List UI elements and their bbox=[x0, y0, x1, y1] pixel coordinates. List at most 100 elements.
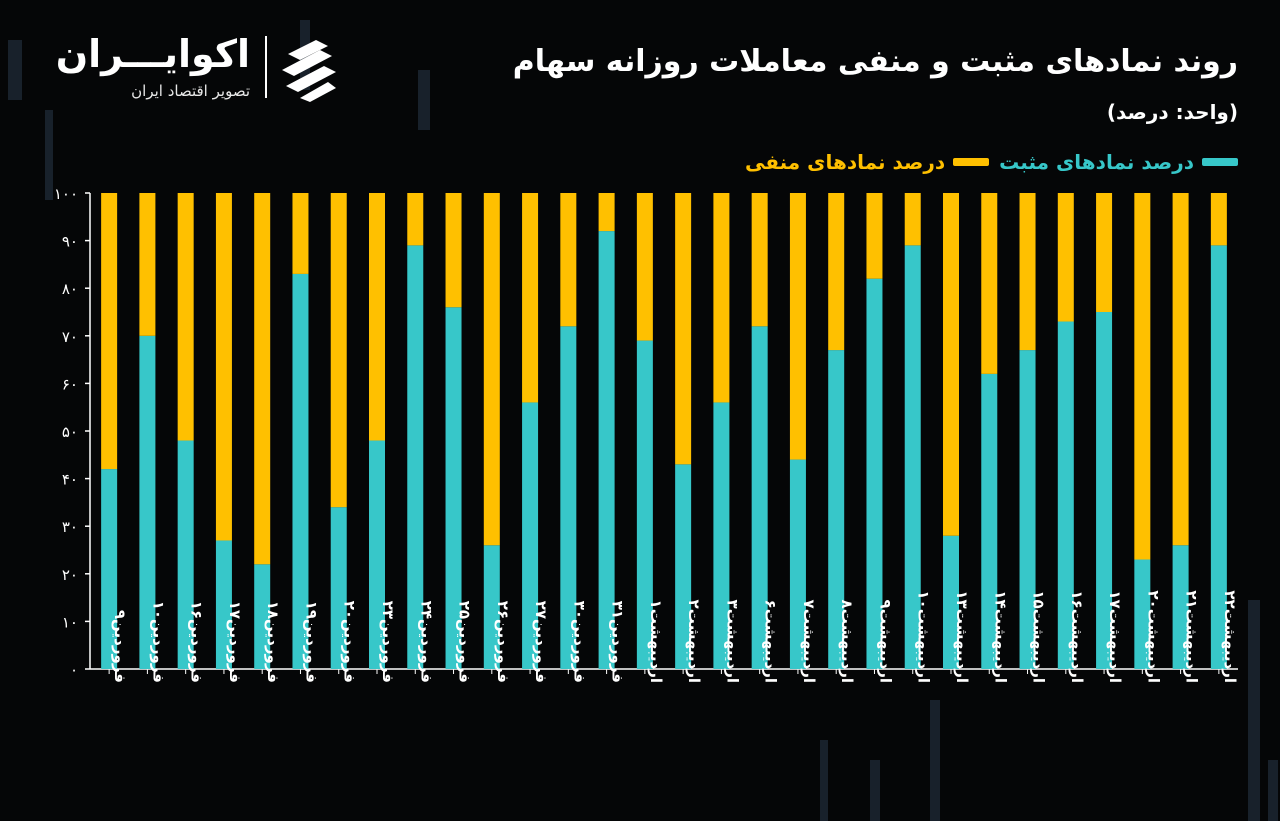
bg-candle bbox=[820, 740, 828, 821]
bar-positive bbox=[101, 469, 118, 669]
bar-positive bbox=[1210, 245, 1227, 670]
y-tick-label: ۱۰ bbox=[62, 613, 78, 631]
bar-negative bbox=[789, 193, 806, 460]
bar-positive bbox=[560, 326, 577, 669]
bar-positive bbox=[483, 545, 500, 669]
x-tick-label: فروردین۲۳ bbox=[379, 601, 397, 683]
chart-legend: درصد نمادهای مثبت درصد نمادهای منفی bbox=[745, 150, 1238, 174]
x-tick-label: اردیبهشت۳ bbox=[723, 600, 741, 683]
bar-negative bbox=[330, 193, 347, 508]
bar-negative bbox=[866, 193, 883, 279]
x-tick-label: اردیبهشت۱ bbox=[647, 600, 665, 683]
bar-positive bbox=[522, 402, 539, 669]
bar-positive bbox=[254, 564, 271, 669]
x-tick-label: فروردین۱۹ bbox=[302, 601, 320, 683]
legend-item-negative: درصد نمادهای منفی bbox=[745, 150, 990, 174]
bar-positive bbox=[330, 507, 347, 669]
bar-positive bbox=[1134, 559, 1151, 669]
bg-candle bbox=[1268, 760, 1278, 821]
bar-negative bbox=[904, 193, 921, 246]
bar-negative bbox=[751, 193, 768, 327]
y-tick-label: ۸۰ bbox=[62, 280, 78, 298]
bg-candle bbox=[45, 110, 53, 200]
bar-positive bbox=[177, 440, 194, 669]
y-tick-label: ۱۰۰ bbox=[54, 185, 78, 203]
bar-negative bbox=[560, 193, 577, 327]
y-tick-label: ۹۰ bbox=[62, 233, 78, 251]
bar-positive bbox=[1172, 545, 1189, 669]
logo-divider bbox=[265, 36, 267, 98]
legend-swatch-negative bbox=[953, 158, 990, 166]
bar-negative bbox=[254, 193, 271, 565]
bar-positive bbox=[407, 245, 424, 670]
y-tick-label: ۰ bbox=[70, 661, 78, 679]
bar-negative bbox=[1019, 193, 1036, 351]
y-tick-label: ۷۰ bbox=[62, 328, 78, 346]
x-tick-label: اردیبهشت۶ bbox=[762, 600, 780, 683]
chart-unit: (واحد: درصد) bbox=[1106, 100, 1238, 124]
x-tick-label: اردیبهشت۲۱ bbox=[1183, 590, 1201, 683]
bar-positive bbox=[751, 326, 768, 669]
bar-positive bbox=[215, 540, 232, 669]
legend-label-positive: درصد نمادهای مثبت bbox=[999, 150, 1194, 174]
x-tick-label: اردیبهشت۲۰ bbox=[1144, 590, 1162, 683]
bg-candle bbox=[1248, 600, 1260, 821]
y-tick-label: ۶۰ bbox=[62, 375, 78, 393]
bar-negative bbox=[1096, 193, 1113, 312]
x-tick-label: فروردین۱۸ bbox=[264, 601, 282, 683]
brand-name: اکوایـــران bbox=[55, 32, 250, 76]
bar-negative bbox=[292, 193, 309, 274]
x-tick-label: فروردین۳۰ bbox=[570, 601, 588, 683]
x-tick-label: فروردین۱۷ bbox=[226, 601, 244, 683]
x-tick-label: فروردین۲۵ bbox=[456, 601, 474, 683]
chart-title: روند نمادهای مثبت و منفی معاملات روزانه … bbox=[512, 44, 1238, 79]
bar-positive bbox=[904, 245, 921, 670]
x-tick-label: اردیبهشت۱۷ bbox=[1106, 590, 1124, 683]
bar-negative bbox=[522, 193, 539, 403]
brand-mark-icon bbox=[282, 40, 336, 102]
bar-positive bbox=[1019, 350, 1036, 669]
bar-negative bbox=[1172, 193, 1189, 546]
x-tick-label: فروردین۹ bbox=[111, 610, 129, 683]
brand-logo: اکوایـــران تصویر اقتصاد ایران bbox=[50, 30, 336, 110]
x-tick-label: اردیبهشت۱۵ bbox=[1030, 590, 1048, 683]
x-tick-label: فروردین۲۷ bbox=[532, 601, 550, 683]
bar-negative bbox=[598, 193, 615, 232]
bar-positive bbox=[866, 278, 883, 669]
bar-negative bbox=[943, 193, 959, 536]
bar-negative bbox=[369, 193, 385, 441]
legend-swatch-positive bbox=[1202, 158, 1238, 166]
y-tick-label: ۳۰ bbox=[62, 518, 78, 536]
bar-negative bbox=[177, 193, 194, 441]
bar-negative bbox=[981, 193, 998, 374]
bar-negative bbox=[139, 193, 156, 336]
x-tick-label: اردیبهشت۲۲ bbox=[1221, 590, 1239, 683]
bar-negative bbox=[101, 193, 118, 470]
x-tick-label: اردیبهشت۷ bbox=[800, 600, 818, 683]
bar-negative bbox=[1210, 193, 1227, 246]
bar-positive bbox=[981, 373, 998, 669]
legend-item-positive: درصد نمادهای مثبت bbox=[999, 150, 1238, 174]
bar-positive bbox=[1057, 321, 1074, 669]
x-tick-label: فروردین۲۶ bbox=[494, 601, 512, 683]
x-tick-label: اردیبهشت۱۶ bbox=[1068, 590, 1086, 683]
x-tick-label: فروردین۳۱ bbox=[609, 601, 627, 683]
bg-candle bbox=[8, 40, 22, 100]
bar-negative bbox=[215, 193, 232, 541]
x-tick-label: اردیبهشت۱۰ bbox=[915, 590, 933, 683]
bg-candle bbox=[930, 700, 940, 821]
bg-candle bbox=[870, 760, 880, 821]
x-tick-label: اردیبهشت۲ bbox=[685, 600, 703, 683]
x-tick-label: فروردین۱۰ bbox=[149, 601, 167, 683]
bar-positive bbox=[1096, 312, 1113, 669]
x-tick-label: اردیبهشت۸ bbox=[838, 600, 856, 683]
bar-positive bbox=[675, 464, 692, 669]
x-tick-label: اردیبهشت۱۴ bbox=[991, 590, 1009, 683]
bar-negative bbox=[483, 193, 500, 546]
bar-negative bbox=[1134, 193, 1151, 560]
bar-negative bbox=[1057, 193, 1074, 322]
x-tick-label: اردیبهشت۱۳ bbox=[953, 590, 971, 683]
bar-positive bbox=[789, 459, 806, 669]
x-tick-label: فروردین۲۴ bbox=[417, 601, 435, 683]
